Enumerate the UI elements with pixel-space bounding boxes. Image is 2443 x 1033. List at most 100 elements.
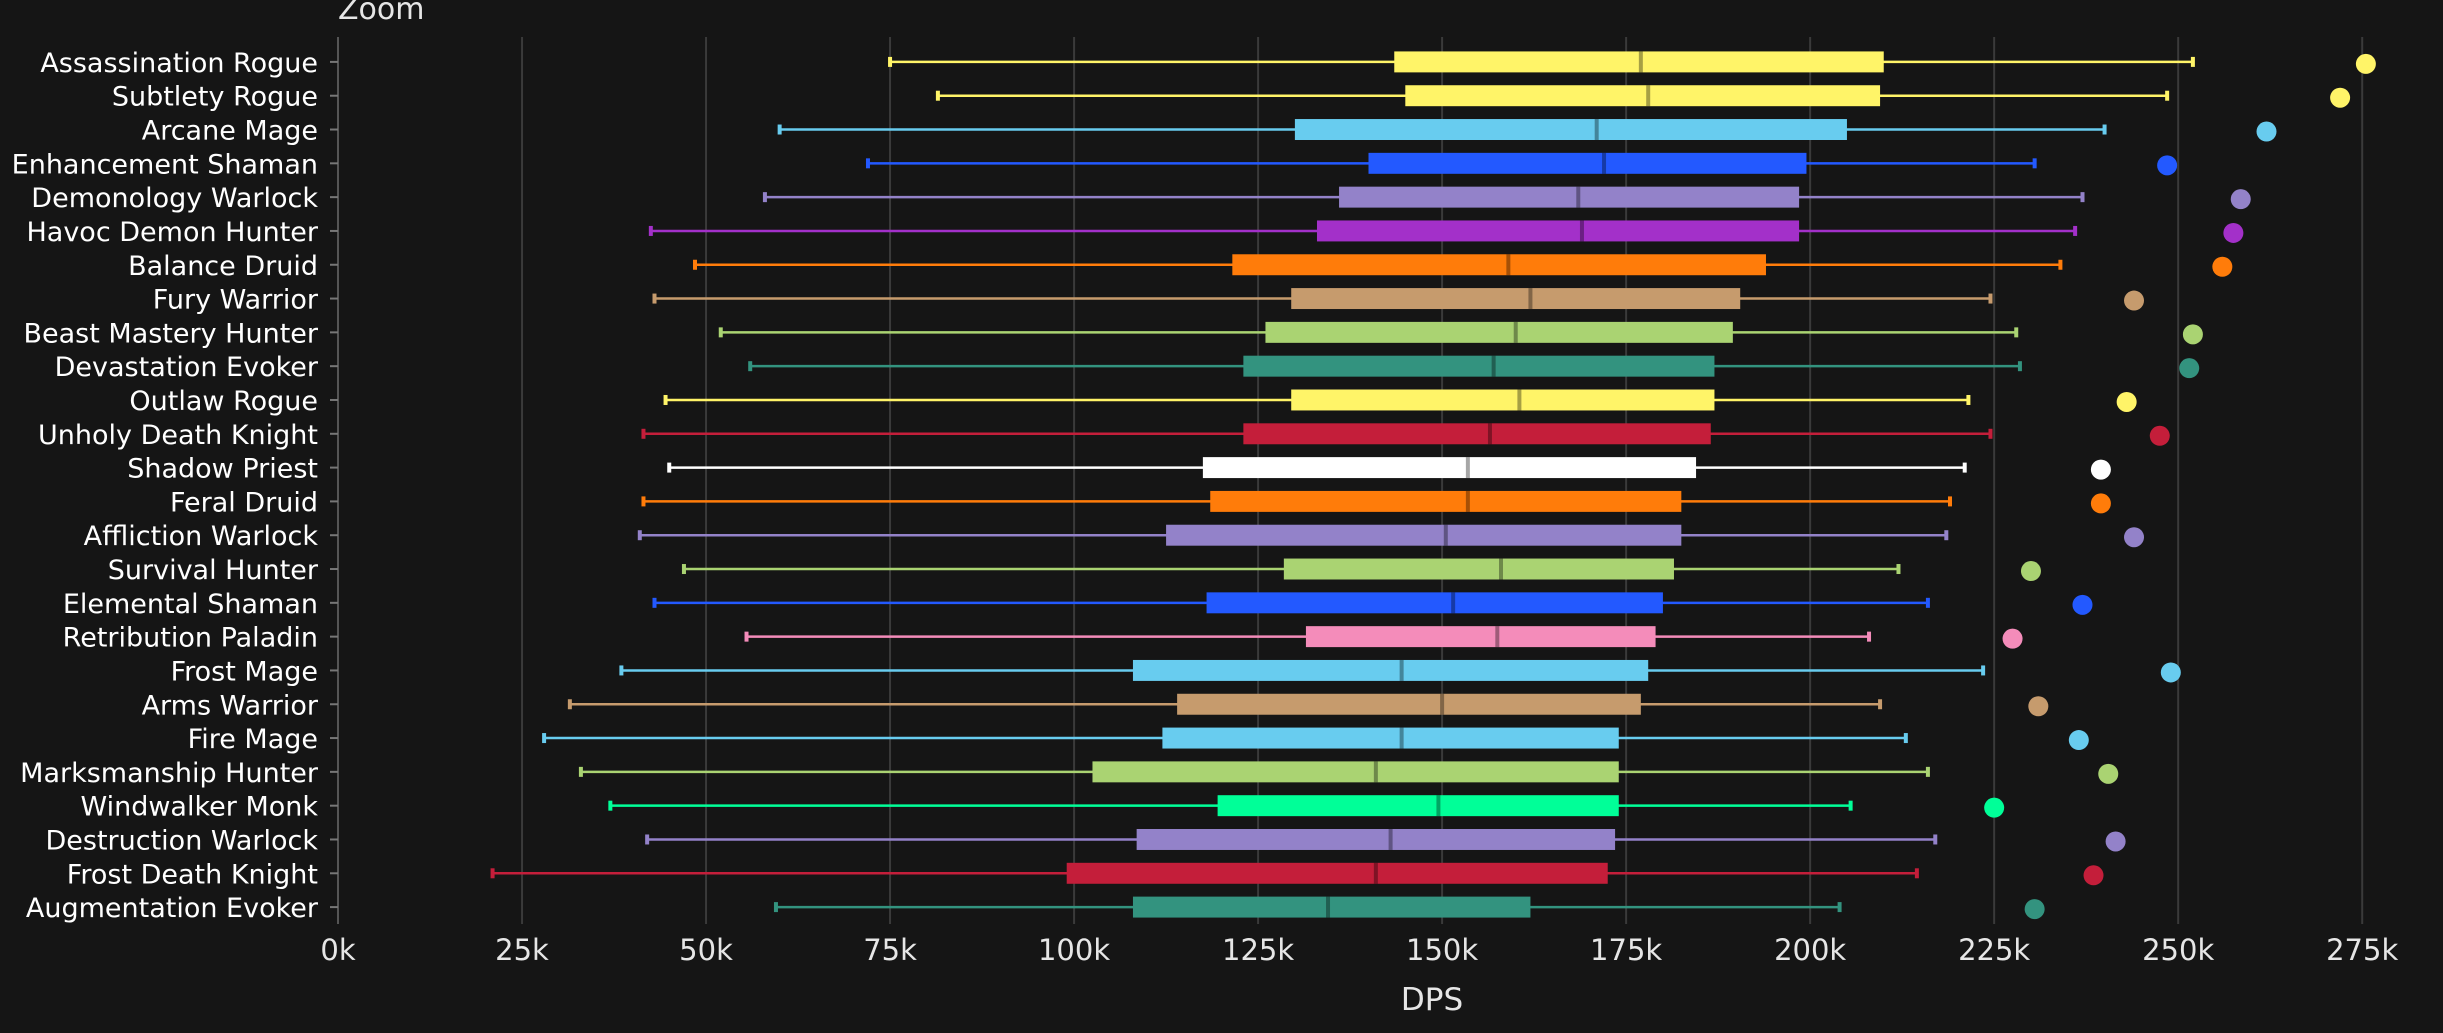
y-category-label: Marksmanship Hunter xyxy=(20,758,319,789)
box-plot-row xyxy=(865,152,2178,176)
grid-layer xyxy=(521,37,2364,924)
y-category-label: Windwalker Monk xyxy=(80,792,318,823)
x-tick-label: 250k xyxy=(2142,933,2214,967)
box-plot-row xyxy=(567,693,2049,717)
outlier-point xyxy=(2124,527,2145,548)
iqr-box xyxy=(1136,829,1616,850)
iqr-box xyxy=(1162,727,1619,749)
iqr-box xyxy=(1291,288,1741,310)
outlier-point xyxy=(2256,121,2277,142)
y-category-label: Shadow Priest xyxy=(127,454,318,485)
box-plot-row xyxy=(648,220,2244,243)
x-tick-label: 125k xyxy=(1222,933,1294,967)
x-axis: 0k 25k 50k 75k 100k 125k 150k 175k 200k 225k 250k 2… xyxy=(320,37,2398,967)
outlier-point xyxy=(2157,155,2178,176)
y-category-label: Affliction Warlock xyxy=(84,521,319,552)
outlier-point xyxy=(2020,561,2041,582)
x-tick-label: 75k xyxy=(863,933,917,967)
box-plot-row xyxy=(608,795,2005,818)
y-category-label: Enhancement Shaman xyxy=(12,149,318,180)
y-category-label: Augmentation Evoker xyxy=(26,893,319,924)
box-plot-row xyxy=(645,829,2126,852)
box-plot-row xyxy=(744,626,2023,649)
outlier-point xyxy=(2105,831,2126,852)
outlier-point xyxy=(2179,358,2200,379)
outlier-point xyxy=(2223,222,2244,243)
y-category-label: Beast Mastery Hunter xyxy=(23,318,318,349)
iqr-box xyxy=(1368,152,1807,174)
box-plot-row xyxy=(641,490,2111,514)
iqr-box xyxy=(1202,457,1697,479)
outlier-point xyxy=(2083,865,2104,886)
iqr-box xyxy=(1210,490,1682,512)
iqr-box xyxy=(1217,795,1619,817)
box-plot-row xyxy=(490,862,2104,886)
iqr-box xyxy=(1166,524,1682,546)
outlier-point xyxy=(2124,290,2145,311)
box-plot-row xyxy=(748,355,2200,379)
outlier-point xyxy=(2024,899,2045,920)
iqr-box xyxy=(1066,862,1608,884)
y-category-label: Unholy Death Knight xyxy=(38,420,318,451)
box-plot-row xyxy=(718,321,2203,345)
outlier-point xyxy=(2028,696,2049,717)
iqr-box xyxy=(1294,119,1847,140)
outlier-point xyxy=(1984,797,2005,818)
y-category-label: Elemental Shaman xyxy=(63,589,318,620)
x-tick-label: 0k xyxy=(320,933,355,967)
box-plot-row xyxy=(542,727,2089,751)
outlier-point xyxy=(2182,324,2203,345)
y-category-label: Fury Warrior xyxy=(153,285,319,316)
x-tick-label: 275k xyxy=(2326,933,2398,967)
box-plot-row xyxy=(619,659,2181,683)
y-category-label: Arms Warrior xyxy=(142,690,319,721)
zoom-label[interactable]: Zoom xyxy=(338,0,425,27)
outlier-point xyxy=(2330,87,2351,108)
x-tick-label: 150k xyxy=(1406,933,1478,967)
box-plot-row xyxy=(641,423,2170,446)
y-category-label: Frost Death Knight xyxy=(67,859,318,890)
box-plot-row xyxy=(681,558,2041,582)
x-axis-title: DPS xyxy=(1401,982,1463,1018)
outlier-point xyxy=(2149,425,2170,446)
outlier-point xyxy=(2002,628,2023,649)
y-category-label: Subtlety Rogue xyxy=(112,82,318,113)
box-plot-series xyxy=(490,51,2376,920)
iqr-box xyxy=(1339,186,1800,208)
iqr-box xyxy=(1283,558,1674,580)
outlier-point xyxy=(2230,189,2251,210)
box-plot-row xyxy=(773,896,2045,920)
x-tick-label: 50k xyxy=(679,933,733,967)
y-category-label: Devastation Evoker xyxy=(55,352,319,383)
x-tick-label: 100k xyxy=(1038,933,1110,967)
iqr-box xyxy=(1092,761,1619,783)
y-category-label: Survival Hunter xyxy=(108,555,319,586)
y-category-label: Feral Druid xyxy=(170,487,318,518)
box-plot-row xyxy=(692,254,2233,277)
outlier-point xyxy=(2160,662,2181,683)
y-category-label: Destruction Warlock xyxy=(45,825,318,856)
iqr-box xyxy=(1243,355,1715,377)
iqr-box xyxy=(1232,254,1766,276)
iqr-box xyxy=(1305,626,1656,648)
iqr-box xyxy=(1132,659,1649,681)
box-plot-row xyxy=(762,186,2251,210)
outlier-point xyxy=(2098,763,2119,784)
iqr-box xyxy=(1243,423,1711,445)
x-tick-label: 25k xyxy=(495,933,549,967)
iqr-box xyxy=(1265,321,1733,343)
x-tick-label: 175k xyxy=(1590,933,1662,967)
box-plot-row xyxy=(652,592,2093,615)
box-plot-row xyxy=(667,457,2111,480)
box-plot-row xyxy=(578,761,2119,784)
outlier-point xyxy=(2072,594,2093,615)
box-plot-row xyxy=(652,288,2145,311)
outlier-point xyxy=(2068,730,2089,751)
iqr-box xyxy=(1394,51,1884,73)
outlier-point xyxy=(2090,493,2111,514)
y-category-label: Havoc Demon Hunter xyxy=(26,217,318,248)
y-category-label: Frost Mage xyxy=(171,656,318,687)
box-plot-row xyxy=(663,389,2137,412)
